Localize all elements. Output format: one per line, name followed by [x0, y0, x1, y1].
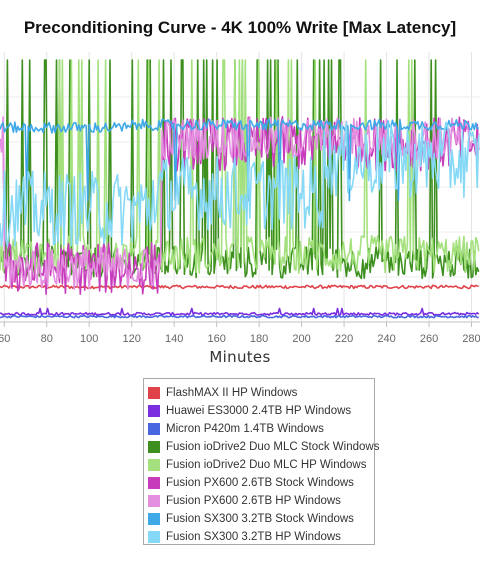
legend-item[interactable]: Fusion ioDrive2 Duo MLC Stock Windows [148, 438, 379, 456]
legend-label: Fusion ioDrive2 Duo MLC HP Windows [166, 459, 367, 471]
x-tick-label: 120 [123, 333, 141, 345]
series-layer [0, 59, 480, 319]
legend-item[interactable]: Fusion ioDrive2 Duo MLC HP Windows [148, 456, 374, 474]
chart-title: Preconditioning Curve - 4K 100% Write [M… [23, 18, 457, 37]
x-tick-label: 180 [250, 333, 268, 345]
series-line-1 [0, 307, 480, 317]
series-line-3 [0, 59, 480, 280]
legend-swatch [148, 531, 160, 543]
x-tick-label: 80 [41, 333, 53, 345]
legend-swatch [148, 387, 160, 399]
x-tick-label: 200 [292, 333, 310, 345]
legend-item[interactable]: Fusion PX600 2.6TB Stock Windows [148, 474, 374, 492]
legend-label: Fusion PX600 2.6TB HP Windows [166, 495, 341, 507]
series-line-0 [0, 284, 479, 290]
legend-item[interactable]: FlashMAX II HP Windows [148, 384, 374, 402]
x-tick-label: 240 [377, 333, 395, 345]
x-tick-label: 160 [207, 333, 225, 345]
legend-item[interactable]: Fusion PX600 2.6TB HP Windows [148, 492, 374, 510]
legend-swatch [148, 459, 160, 471]
legend-label: Fusion PX600 2.6TB Stock Windows [166, 477, 354, 489]
legend-item[interactable]: Fusion SX300 3.2TB Stock Windows [148, 510, 374, 528]
legend-item[interactable]: Micron P420m 1.4TB Windows [148, 420, 374, 438]
series-line-8 [0, 121, 480, 247]
x-tick-label: 100 [80, 333, 98, 345]
x-axis-label: Minutes [209, 348, 271, 366]
legend-label: Micron P420m 1.4TB Windows [166, 423, 324, 435]
legend-label: FlashMAX II HP Windows [166, 387, 298, 399]
legend-swatch [148, 423, 160, 435]
legend-item[interactable]: Huawei ES3000 2.4TB HP Windows [148, 402, 374, 420]
legend: FlashMAX II HP Windows Huawei ES3000 2.4T… [143, 378, 379, 546]
series-line-2 [0, 314, 479, 319]
legend-label: Huawei ES3000 2.4TB HP Windows [166, 405, 352, 417]
x-tick-label: 220 [335, 333, 353, 345]
x-tick-label: 260 [420, 333, 438, 345]
legend-item[interactable]: Fusion SX300 3.2TB HP Windows [148, 528, 374, 546]
x-tick-label: 280 [462, 333, 480, 345]
legend-label: Fusion SX300 3.2TB HP Windows [166, 531, 341, 543]
legend-swatch [148, 513, 160, 525]
chart-plot: 60 80 100 120 140 160 180 200 220 240 260 280 [0, 52, 480, 345]
legend-swatch [148, 405, 160, 417]
series-line-7 [0, 118, 479, 202]
legend-label: Fusion SX300 3.2TB Stock Windows [166, 513, 354, 525]
x-tick-label: 140 [165, 333, 183, 345]
legend-swatch [148, 477, 160, 489]
legend-label: Fusion ioDrive2 Duo MLC Stock Windows [166, 441, 380, 453]
legend-swatch [148, 441, 160, 453]
legend-swatch [148, 495, 160, 507]
x-axis: 60 80 100 120 140 160 180 200 220 240 260 280 [0, 321, 480, 345]
x-tick-label: 60 [0, 333, 10, 345]
